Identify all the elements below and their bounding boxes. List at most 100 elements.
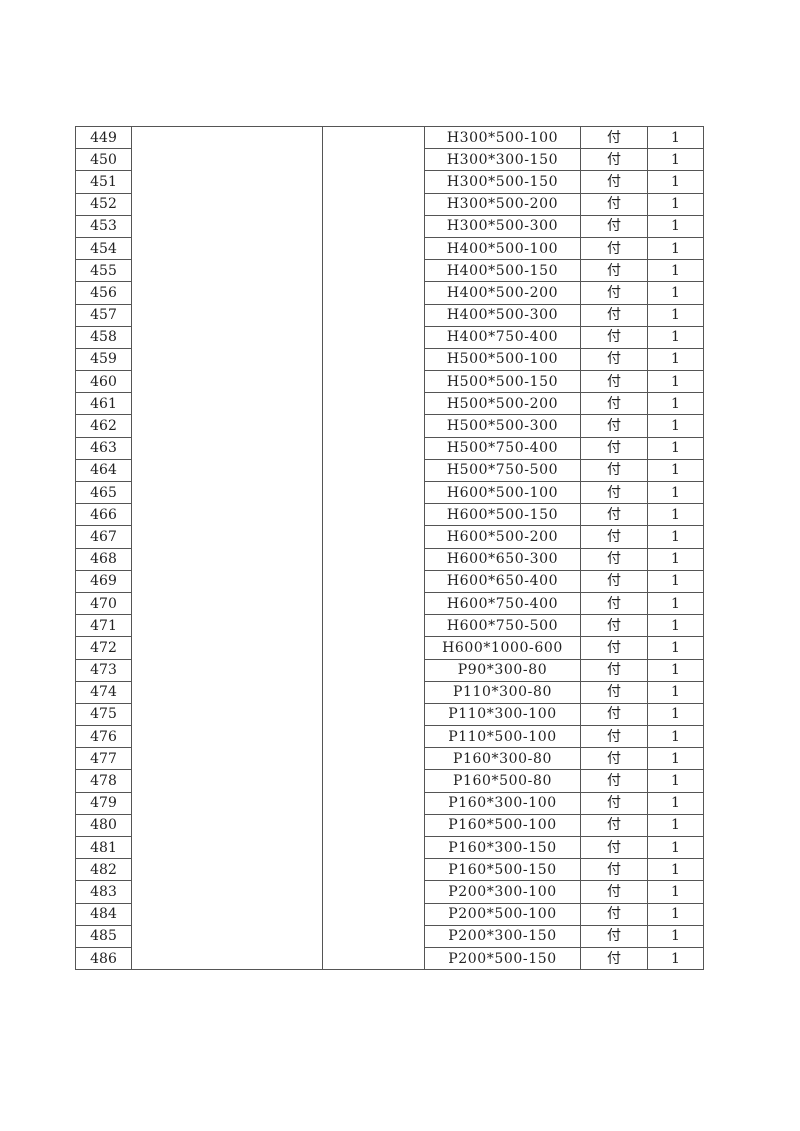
spec-cell: H300*500-100 <box>424 125 581 150</box>
quantity-cell: 1 <box>647 658 704 682</box>
quantity-cell: 1 <box>647 236 704 261</box>
row-number-cell: 477 <box>75 747 132 771</box>
spec-cell: H600*650-400 <box>424 569 581 593</box>
quantity-cell: 1 <box>647 125 704 150</box>
quantity-cell: 1 <box>647 747 704 771</box>
row-number-cell: 485 <box>75 924 132 948</box>
row-number-cell: 465 <box>75 480 132 505</box>
spec-cell: H300*500-150 <box>424 170 581 194</box>
quantity-cell: 1 <box>647 702 704 727</box>
merged-name-cell <box>131 125 323 971</box>
spec-cell: H400*500-100 <box>424 236 581 261</box>
spec-cell: P160*300-150 <box>424 835 581 860</box>
table-row: 463 H500*750-400 付 1 <box>75 436 704 460</box>
quantity-cell: 1 <box>647 569 704 593</box>
quantity-cell: 1 <box>647 902 704 926</box>
unit-cell: 付 <box>580 281 648 305</box>
spec-cell: H500*750-500 <box>424 458 581 483</box>
spec-cell: H400*500-300 <box>424 303 581 327</box>
unit-cell: 付 <box>580 325 648 349</box>
row-number-cell: 457 <box>75 303 132 327</box>
table-row: 464 H500*750-500 付 1 <box>75 458 704 483</box>
row-number-cell: 486 <box>75 946 132 971</box>
quantity-cell: 1 <box>647 480 704 505</box>
unit-cell: 付 <box>580 591 648 616</box>
quantity-cell: 1 <box>647 325 704 349</box>
spec-cell: P160*500-150 <box>424 858 581 882</box>
spec-cell: H600*500-200 <box>424 525 581 549</box>
unit-cell: 付 <box>580 436 648 460</box>
quantity-cell: 1 <box>647 614 704 638</box>
unit-cell: 付 <box>580 614 648 638</box>
spec-cell: P200*500-100 <box>424 902 581 926</box>
item-table-body: 449 H300*500-100 付 1 450 H300*300-150 付 1 451 H30… <box>75 125 704 971</box>
unit-cell: 付 <box>580 503 648 527</box>
unit-cell: 付 <box>580 303 648 327</box>
row-number-cell: 481 <box>75 835 132 860</box>
table-row: 449 H300*500-100 付 1 <box>75 125 704 971</box>
spec-cell: H400*750-400 <box>424 325 581 349</box>
quantity-cell: 1 <box>647 170 704 194</box>
unit-cell: 付 <box>580 791 648 815</box>
unit-cell: 付 <box>580 835 648 860</box>
spec-cell: H500*500-300 <box>424 414 581 438</box>
row-number-cell: 463 <box>75 436 132 460</box>
unit-cell: 付 <box>580 813 648 838</box>
table-row: 460 H500*500-150 付 1 <box>75 370 704 394</box>
row-number-cell: 483 <box>75 880 132 904</box>
table-row: 481 P160*300-150 付 1 <box>75 835 704 860</box>
row-number-cell: 484 <box>75 902 132 926</box>
unit-cell: 付 <box>580 170 648 194</box>
unit-cell: 付 <box>580 214 648 238</box>
quantity-cell: 1 <box>647 414 704 438</box>
row-number-cell: 456 <box>75 281 132 305</box>
unit-cell: 付 <box>580 148 648 172</box>
row-number-cell: 471 <box>75 614 132 638</box>
row-number-cell: 464 <box>75 458 132 483</box>
spec-cell: H400*500-150 <box>424 259 581 283</box>
table-row: 473 P90*300-80 付 1 <box>75 658 704 682</box>
quantity-cell: 1 <box>647 591 704 616</box>
unit-cell: 付 <box>580 680 648 704</box>
table-row: 458 H400*750-400 付 1 <box>75 325 704 349</box>
quantity-cell: 1 <box>647 791 704 815</box>
quantity-cell: 1 <box>647 525 704 549</box>
spec-cell: P110*300-100 <box>424 702 581 727</box>
quantity-cell: 1 <box>647 436 704 460</box>
quantity-cell: 1 <box>647 148 704 172</box>
unit-cell: 付 <box>580 547 648 571</box>
quantity-cell: 1 <box>647 370 704 394</box>
spec-cell: H500*500-150 <box>424 370 581 394</box>
quantity-cell: 1 <box>647 680 704 704</box>
spec-cell: H500*500-100 <box>424 347 581 372</box>
unit-cell: 付 <box>580 924 648 948</box>
unit-cell: 付 <box>580 392 648 416</box>
unit-cell: 付 <box>580 747 648 771</box>
spec-cell: P200*300-150 <box>424 924 581 948</box>
quantity-cell: 1 <box>647 392 704 416</box>
merged-material-cell <box>322 125 425 971</box>
table-row: 485 P200*300-150 付 1 <box>75 924 704 948</box>
row-number-cell: 454 <box>75 236 132 261</box>
table-row: 461 H500*500-200 付 1 <box>75 392 704 416</box>
table-row: 475 P110*300-100 付 1 <box>75 702 704 727</box>
table-row: 484 P200*500-100 付 1 <box>75 902 704 926</box>
quantity-cell: 1 <box>647 503 704 527</box>
unit-cell: 付 <box>580 902 648 926</box>
unit-cell: 付 <box>580 458 648 483</box>
unit-cell: 付 <box>580 192 648 216</box>
row-number-cell: 479 <box>75 791 132 815</box>
row-number-cell: 467 <box>75 525 132 549</box>
spec-cell: P160*500-100 <box>424 813 581 838</box>
spec-cell: H300*500-300 <box>424 214 581 238</box>
spec-cell: P160*300-100 <box>424 791 581 815</box>
spec-cell: H600*500-100 <box>424 480 581 505</box>
unit-cell: 付 <box>580 347 648 372</box>
spec-cell: P160*500-80 <box>424 769 581 793</box>
spec-cell: H600*500-150 <box>424 503 581 527</box>
row-number-cell: 468 <box>75 547 132 571</box>
unit-cell: 付 <box>580 725 648 749</box>
row-number-cell: 455 <box>75 259 132 283</box>
unit-cell: 付 <box>580 569 648 593</box>
spec-cell: P200*500-150 <box>424 946 581 971</box>
